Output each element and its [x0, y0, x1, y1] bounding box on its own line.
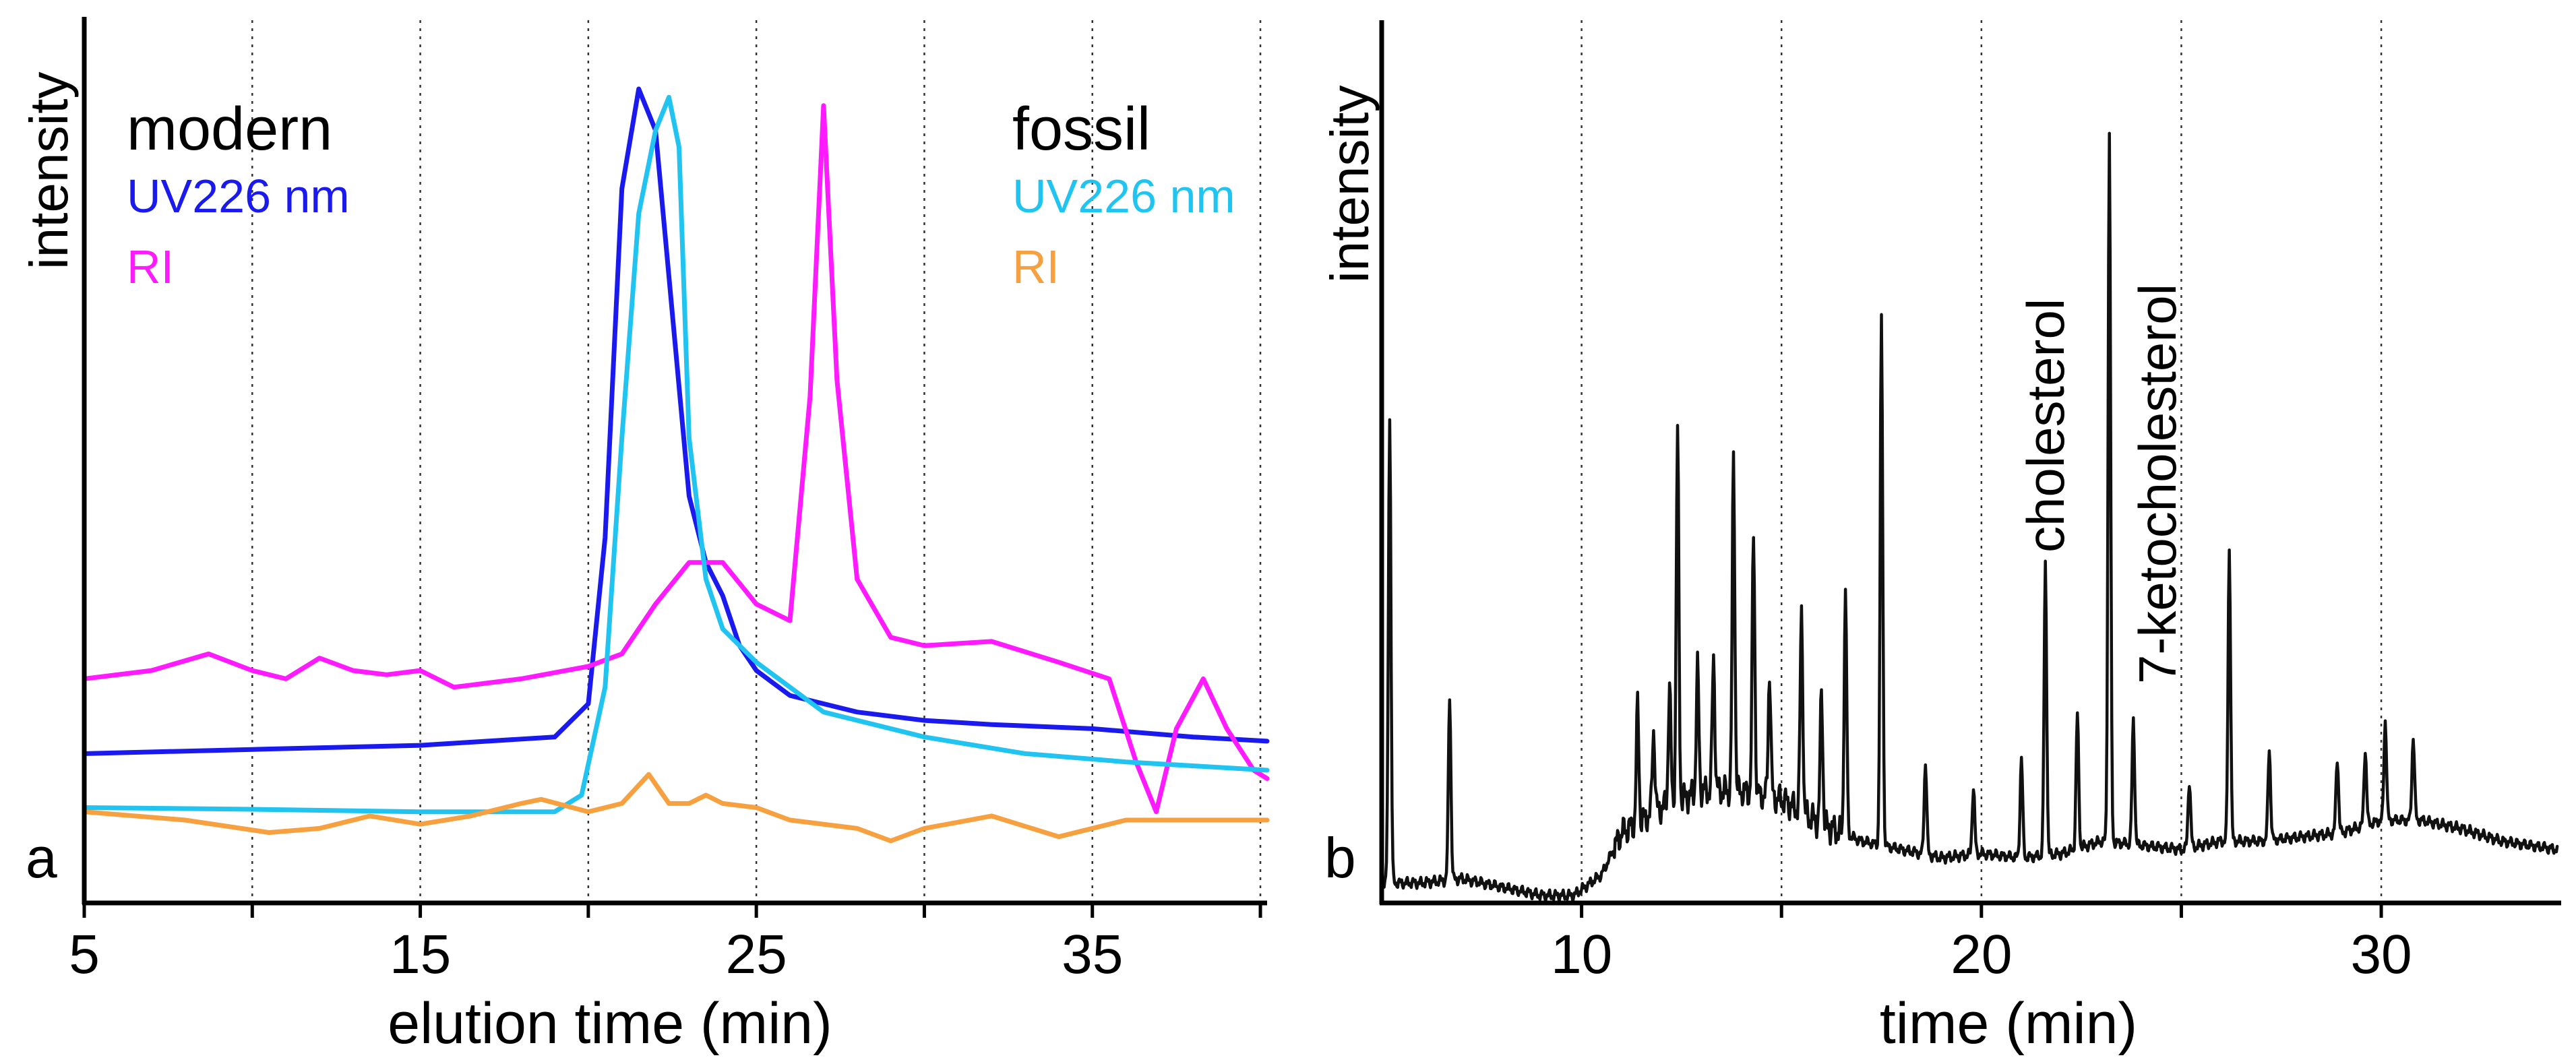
- panel-a: 5 15 25 35 intensity elution time (min) a m…: [19, 17, 1270, 1056]
- series-group: [82, 86, 1270, 844]
- annotation-cholesterol: cholesterol: [2016, 299, 2075, 553]
- x-tick-label: 15: [390, 924, 451, 985]
- series-line: [82, 86, 1270, 756]
- x-tick-labels: 10 20 30: [1551, 924, 2412, 985]
- panel-label: b: [1324, 826, 1356, 889]
- x-tick-label: 35: [1062, 924, 1123, 985]
- x-axis-label: elution time (min): [388, 991, 832, 1056]
- legend-heading: modern: [127, 96, 332, 163]
- x-tick-label: 25: [726, 924, 787, 985]
- legend-fossil: fossil UV226 nm RI: [1012, 96, 1235, 293]
- x-tick-label: 20: [1951, 924, 2012, 985]
- legend-entry: UV226 nm: [127, 170, 350, 222]
- series-line: [82, 103, 1270, 815]
- legend-entry: RI: [127, 241, 174, 293]
- series-group: [1380, 131, 2559, 903]
- panel-label: a: [26, 826, 57, 889]
- panel-b: 10 20 30 intensity time (min) b cholestero…: [1320, 20, 2561, 1056]
- grid-lines: [1581, 20, 2383, 902]
- x-tick-label: 10: [1551, 924, 1612, 985]
- x-tick-label: 5: [69, 924, 100, 985]
- legend-modern: modern UV226 nm RI: [127, 96, 350, 293]
- legend-entry: RI: [1012, 241, 1060, 293]
- x-axis-label: time (min): [1880, 991, 2137, 1056]
- annotation-7-ketocholesterol: 7-ketocholesterol: [2128, 284, 2187, 684]
- legend-heading: fossil: [1012, 96, 1151, 163]
- legend-entry: UV226 nm: [1012, 170, 1235, 222]
- y-axis-label: intensity: [19, 72, 79, 270]
- x-ticks: [1580, 903, 2383, 918]
- x-ticks: [82, 903, 1262, 918]
- x-tick-label: 30: [2350, 924, 2412, 985]
- grid-lines: [251, 20, 1262, 902]
- series-line: [1380, 131, 2559, 903]
- y-axis-label: intensity: [1320, 86, 1380, 283]
- series-line: [82, 94, 1270, 815]
- x-tick-labels: 5 15 25 35: [69, 924, 1123, 985]
- series-line: [82, 772, 1270, 844]
